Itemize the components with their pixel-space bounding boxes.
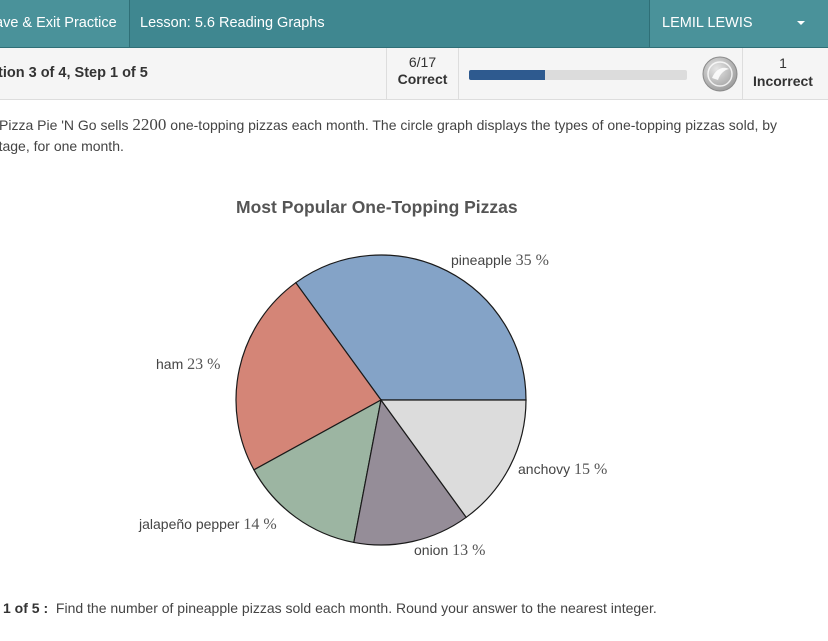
correct-count: 6/17 xyxy=(408,54,437,70)
user-name: LEMIL LEWIS xyxy=(662,15,753,31)
pie-label: anchovy 15 % xyxy=(518,461,607,479)
pie-slice-ham xyxy=(235,281,382,471)
chart-title: Most Popular One-Topping Pizzas xyxy=(236,197,518,217)
save-exit-button[interactable]: ave & Exit Practice xyxy=(0,0,130,47)
pie-slice-anchovy xyxy=(379,399,527,519)
correct-counter: 6/17 Correct xyxy=(386,48,459,99)
question-text: Pizza Pie 'N Go sells 2200 one-topping p… xyxy=(0,114,819,157)
question-line-2: entage, for one month. xyxy=(0,138,124,154)
pie-label: ham 23 % xyxy=(156,356,220,374)
step-number: 1 of 5 : xyxy=(3,600,49,616)
question-text-part: Pizza Pie 'N Go sells xyxy=(0,117,133,133)
pie-label: jalapeño pepper 14 % xyxy=(139,516,277,534)
question-line-1: Pizza Pie 'N Go sells 2200 one-topping p… xyxy=(0,114,819,136)
status-bar: tion 3 of 4, Step 1 of 5 6/17 Correct xyxy=(0,48,828,100)
pie-label: pineapple 35 % xyxy=(451,252,549,270)
correct-label: Correct xyxy=(397,71,448,87)
incorrect-label: Incorrect xyxy=(753,73,813,89)
pie-label-name: pineapple xyxy=(451,252,516,268)
pie-label-value: 15 % xyxy=(574,461,608,478)
pie-label-name: ham xyxy=(156,356,188,372)
top-bar: ave & Exit Practice Lesson: 5.6 Reading … xyxy=(0,0,828,48)
progress-fill xyxy=(469,70,546,80)
step-prompt: 1 of 5 : Find the number of pineapple pi… xyxy=(3,600,657,616)
chevron-down-icon xyxy=(797,21,805,25)
step-indicator: tion 3 of 4, Step 1 of 5 xyxy=(0,65,148,81)
step-instruction: Find the number of pineapple pizzas sold… xyxy=(55,600,657,616)
pie-label-value: 13 % xyxy=(452,542,486,559)
incorrect-count: 1 xyxy=(779,55,787,71)
pie-slice-onion xyxy=(353,398,468,546)
pie-slice-jalape-o-pepper xyxy=(253,398,382,544)
pie-label-value: 23 % xyxy=(187,356,221,373)
progress-bar xyxy=(469,70,687,80)
question-text-part: one-topping pizzas each month. The circl… xyxy=(166,117,778,133)
user-menu[interactable]: LEMIL LEWIS xyxy=(649,0,828,47)
pie-label-name: onion xyxy=(414,542,453,558)
pie-label-name: anchovy xyxy=(518,461,575,477)
pizza-count: 2200 xyxy=(132,115,167,134)
incorrect-counter: 1 Incorrect xyxy=(742,48,828,99)
lesson-title: Lesson: 5.6 Reading Graphs xyxy=(140,15,325,31)
pie-label-value: 35 % xyxy=(515,252,549,269)
pie-label-value: 14 % xyxy=(243,516,277,533)
pie-slice-pineapple xyxy=(294,254,527,401)
pie-label: onion 13 % xyxy=(414,542,485,560)
shield-icon xyxy=(702,56,738,92)
pie-label-name: jalapeño pepper xyxy=(139,516,244,532)
